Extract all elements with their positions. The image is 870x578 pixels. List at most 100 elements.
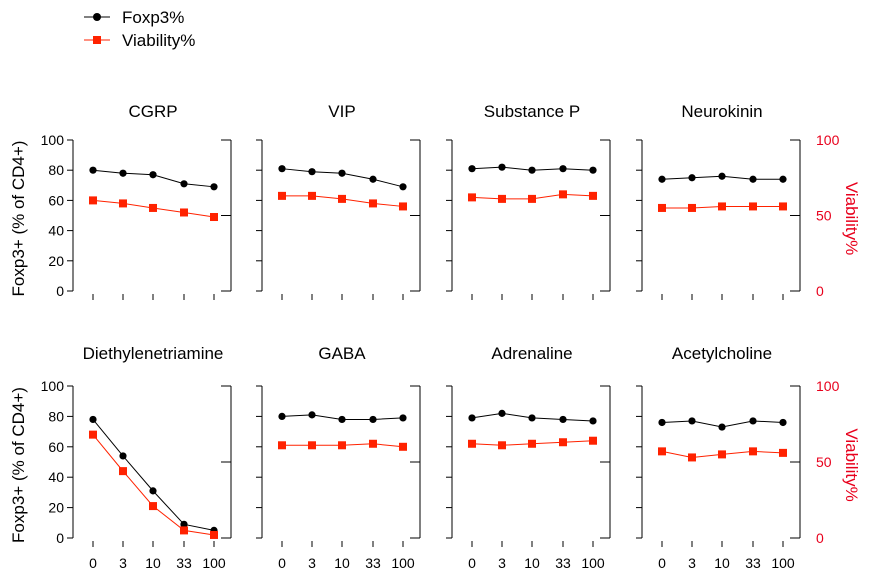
data-point-viability xyxy=(688,203,696,212)
right-tick-label: 100 xyxy=(816,378,840,394)
data-point-viability xyxy=(278,191,286,200)
data-point-viability xyxy=(749,202,757,211)
data-point-viability xyxy=(718,202,726,211)
left-axis-title: Foxp3+ (% of CD4+) xyxy=(9,387,28,543)
x-tick-label: 0 xyxy=(468,555,476,571)
data-point-viability xyxy=(589,191,597,200)
data-point-foxp3 xyxy=(89,166,97,174)
left-axis-title: Foxp3+ (% of CD4+) xyxy=(9,141,28,297)
data-point-foxp3 xyxy=(338,169,346,177)
panel-diethylenetriamine: Diethylenetriamine 0 20 40 60 80 100 0 3 10 33 100 xyxy=(41,344,232,571)
x-tick-label: 10 xyxy=(714,555,730,571)
panel-title: VIP xyxy=(328,102,355,121)
legend-label-viability: Viability% xyxy=(122,31,195,50)
data-point-foxp3 xyxy=(399,183,407,191)
right-axis-title: Viability% xyxy=(842,182,861,255)
data-point-foxp3 xyxy=(119,452,127,460)
data-point-foxp3 xyxy=(688,174,696,182)
data-point-viability xyxy=(468,439,476,448)
x-tick-label: 3 xyxy=(498,555,506,571)
data-point-viability xyxy=(688,453,696,462)
data-point-foxp3 xyxy=(779,175,787,183)
data-point-foxp3 xyxy=(589,166,597,174)
data-point-foxp3 xyxy=(559,165,567,173)
legend-label-foxp3: Foxp3% xyxy=(122,8,184,27)
x-tick-label: 33 xyxy=(365,555,381,571)
x-tick-label: 33 xyxy=(555,555,571,571)
series-line-viability xyxy=(92,434,215,536)
x-tick-label: 3 xyxy=(119,555,127,571)
data-point-viability xyxy=(749,447,757,456)
x-tick-label: 100 xyxy=(202,555,226,571)
data-point-viability xyxy=(369,439,377,448)
data-point-foxp3 xyxy=(210,183,218,191)
legend-marker-foxp3 xyxy=(93,13,101,21)
data-point-foxp3 xyxy=(658,175,666,183)
panel-title: GABA xyxy=(318,344,366,363)
panel-title: Acetylcholine xyxy=(672,344,772,363)
panel-title: CGRP xyxy=(128,102,177,121)
left-tick-label: 60 xyxy=(48,192,64,208)
data-point-viability xyxy=(149,502,157,511)
x-tick-label: 0 xyxy=(658,555,666,571)
left-tick-label: 40 xyxy=(48,223,64,239)
panel-title: Substance P xyxy=(484,102,580,121)
x-tick-label: 100 xyxy=(391,555,415,571)
data-point-foxp3 xyxy=(528,414,536,422)
data-point-viability xyxy=(308,191,316,200)
x-tick-label: 100 xyxy=(581,555,605,571)
data-point-viability xyxy=(149,203,157,212)
data-point-foxp3 xyxy=(779,418,787,427)
data-point-foxp3 xyxy=(180,520,188,528)
x-tick-label: 3 xyxy=(308,555,316,571)
data-point-viability xyxy=(559,438,567,447)
left-tick-label: 60 xyxy=(48,439,64,455)
data-point-viability xyxy=(338,194,346,203)
data-point-foxp3 xyxy=(498,409,506,417)
data-point-viability xyxy=(338,441,346,450)
panel-title: Diethylenetriamine xyxy=(83,344,224,363)
left-tick-label: 20 xyxy=(48,500,64,516)
left-tick-label: 100 xyxy=(41,378,65,394)
data-point-foxp3 xyxy=(658,418,666,427)
data-point-viability xyxy=(180,208,188,217)
panel-title: Neurokinin xyxy=(681,102,762,121)
right-axis-title: Viability% xyxy=(842,428,861,501)
panel-adrenaline: Adrenaline 0 3 10 33 100 xyxy=(446,344,611,571)
data-point-foxp3 xyxy=(749,417,757,425)
right-tick-label: 100 xyxy=(816,132,840,148)
data-point-viability xyxy=(468,193,476,202)
legend: Foxp3% Viability% xyxy=(84,8,195,50)
panel-acetylcholine: Acetylcholine 0 3 10 33 100 0 50 100 xyxy=(636,344,840,571)
data-point-viability xyxy=(779,448,787,457)
data-point-viability xyxy=(399,442,407,451)
data-point-foxp3 xyxy=(369,415,377,424)
left-tick-label: 40 xyxy=(48,469,64,485)
panel-vip: VIP xyxy=(256,102,421,300)
x-tick-label: 10 xyxy=(145,555,161,571)
data-point-viability xyxy=(528,439,536,448)
left-tick-label: 80 xyxy=(48,408,64,424)
data-point-viability xyxy=(718,450,726,459)
data-point-viability xyxy=(89,196,97,205)
left-tick-label: 80 xyxy=(48,162,64,178)
data-point-viability xyxy=(498,441,506,450)
data-point-viability xyxy=(180,526,188,535)
right-tick-label: 0 xyxy=(816,530,824,546)
data-point-foxp3 xyxy=(718,172,726,180)
right-tick-label: 50 xyxy=(816,454,832,470)
x-tick-label: 33 xyxy=(176,555,192,571)
panel-title: Adrenaline xyxy=(491,344,572,363)
data-point-foxp3 xyxy=(369,175,377,183)
data-point-foxp3 xyxy=(498,163,506,171)
data-point-viability xyxy=(210,213,218,222)
data-point-viability xyxy=(399,202,407,211)
x-tick-label: 0 xyxy=(278,555,286,571)
panel-cgrp: CGRP 0 20 40 60 80 100 xyxy=(41,102,232,300)
data-point-viability xyxy=(278,441,286,450)
data-point-viability xyxy=(658,447,666,456)
data-point-foxp3 xyxy=(468,165,476,173)
panel-gaba: GABA 0 3 10 33 100 xyxy=(256,344,421,571)
